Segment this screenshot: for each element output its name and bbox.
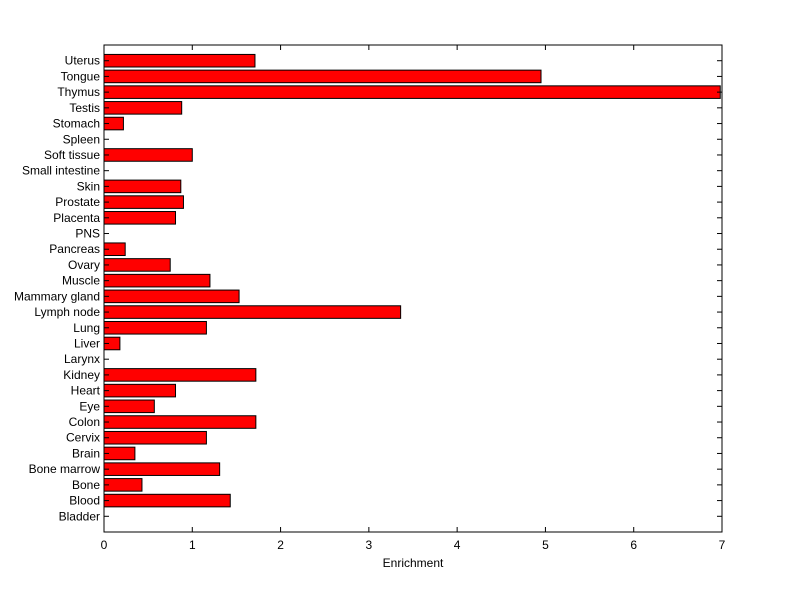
y-tick-label: Lymph node <box>34 305 100 319</box>
y-tick-label: Lung <box>73 321 100 335</box>
y-tick-label: Soft tissue <box>44 148 100 162</box>
bar-eye <box>103 399 155 414</box>
y-tick-label: Thymus <box>57 85 100 99</box>
ticks-layer <box>103 45 723 532</box>
x-tick-label: 6 <box>630 538 637 552</box>
bar-mammary-gland <box>103 289 240 304</box>
x-tick-label: 3 <box>366 538 373 552</box>
y-tick-label: Heart <box>71 384 101 398</box>
y-tick-label: Prostate <box>55 195 100 209</box>
x-tick-label: 2 <box>277 538 284 552</box>
x-tick-label: 0 <box>101 538 108 552</box>
y-tick-label: PNS <box>75 227 100 241</box>
y-tick-label: Uterus <box>65 54 100 68</box>
y-tick-label: Bone marrow <box>29 462 101 476</box>
bar-soft-tissue <box>103 148 193 162</box>
x-tick-label: 1 <box>189 538 196 552</box>
x-axis-label: Enrichment <box>383 556 444 570</box>
bar-placenta <box>103 211 177 225</box>
bar-heart <box>103 383 177 398</box>
y-tick-label: Muscle <box>62 274 100 288</box>
bar-lung <box>103 320 207 335</box>
y-tick-label: Kidney <box>63 368 100 382</box>
x-tick-label: 5 <box>542 538 549 552</box>
y-tick-label: Colon <box>69 415 100 429</box>
bar-lymph-node <box>103 305 402 319</box>
bar-kidney <box>103 368 257 382</box>
y-tick-label: Tongue <box>61 69 101 83</box>
y-tick-label: Pancreas <box>49 242 100 256</box>
y-tick-label: Bone <box>72 478 100 492</box>
y-tick-label: Skin <box>77 179 100 193</box>
y-tick-label: Mammary gland <box>14 289 100 303</box>
y-tick-label: Liver <box>74 336 100 350</box>
y-tick-label: Testis <box>69 101 100 115</box>
bar-bone-marrow <box>103 462 221 476</box>
bar-colon <box>103 415 257 429</box>
bar-prostate <box>103 195 184 209</box>
bar-muscle <box>103 273 211 288</box>
y-tick-label: Small intestine <box>22 164 100 178</box>
bar-uterus <box>103 53 256 68</box>
bar-blood <box>103 493 231 508</box>
bar-bone <box>103 478 143 492</box>
y-tick-label: Spleen <box>63 132 100 146</box>
y-tick-label: Placenta <box>53 211 100 225</box>
bar-ovary <box>103 258 171 272</box>
bar-cervix <box>103 430 207 445</box>
bar-testis <box>103 101 183 115</box>
bars-layer <box>103 53 721 508</box>
bar-skin <box>103 179 182 194</box>
x-tick-label: 4 <box>454 538 461 552</box>
bar-tongue <box>103 69 542 84</box>
y-tick-label: Ovary <box>68 258 100 272</box>
x-tick-label: 7 <box>719 538 726 552</box>
y-tick-label: Eye <box>79 399 100 413</box>
bar-thymus <box>103 85 721 99</box>
y-tick-label: Cervix <box>66 431 100 445</box>
y-tick-label: Brain <box>72 446 100 460</box>
y-tick-label: Larynx <box>64 352 100 366</box>
y-tick-label: Bladder <box>59 509 100 523</box>
plot-frame <box>103 44 723 533</box>
y-tick-label: Blood <box>69 494 100 508</box>
y-tick-label: Stomach <box>53 117 100 131</box>
